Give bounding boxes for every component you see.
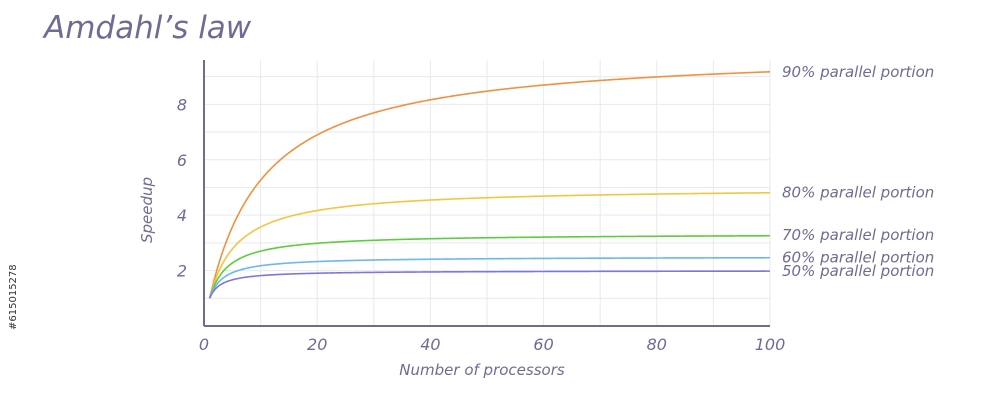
series-label: 70% parallel portion [782,226,934,244]
x-tick-label: 0 [199,335,209,354]
series-line [208,234,771,299]
y-axis-title: Speedup [138,177,156,243]
series-line [208,71,771,299]
series-layer [208,71,771,299]
x-tick-labels: 0 20 40 60 80 100 [199,335,785,354]
x-tick-label: 20 [307,335,327,354]
y-tick-label: 4 [177,206,187,225]
chart-title: Amdahl’s law [42,10,252,46]
x-tick-label: 60 [533,335,553,354]
series-label: 60% parallel portion [782,249,934,267]
y-tick-label: 8 [177,95,187,114]
y-tick-labels: 2 4 6 8 [177,95,187,280]
series-labels: 90% parallel portion 80% parallel portion… [782,63,934,280]
x-tick-label: 80 [647,335,667,354]
x-tick-label: 40 [420,335,440,354]
y-tick-label: 6 [177,151,187,170]
series-line [208,256,771,299]
series-line [208,191,771,299]
series-line [208,270,770,299]
series-label: 50% parallel portion [782,262,934,280]
y-tick-label: 2 [177,262,187,281]
series-label: 90% parallel portion [782,63,934,81]
x-axis-title: Number of processors [399,361,565,379]
x-tick-label: 100 [755,335,786,354]
series-label: 80% parallel portion [782,184,934,202]
side-id-text: #615015278 [8,264,19,330]
